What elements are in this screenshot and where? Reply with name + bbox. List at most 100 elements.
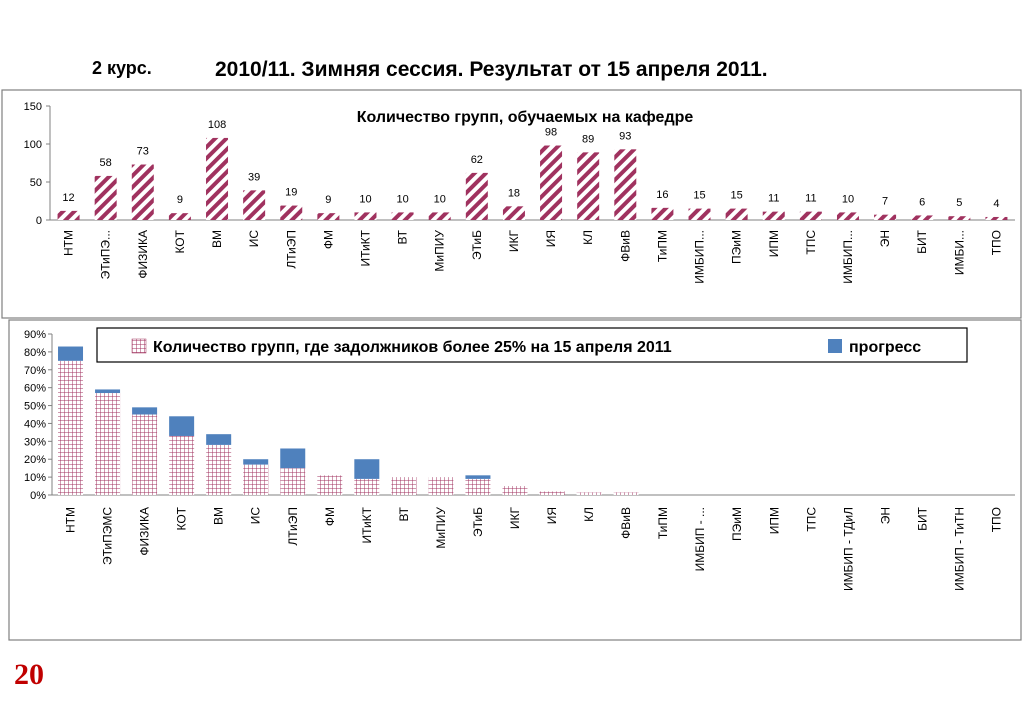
- chart2-bar-progress: [354, 459, 380, 479]
- chart2-category-label: ИТиКТ: [360, 506, 374, 543]
- chart1-category-label: ФИЗИКА: [136, 230, 150, 279]
- chart2-bar-debtors: [354, 478, 380, 495]
- chart2-y-tick-label: 70%: [24, 365, 46, 377]
- chart1-category-label: ЭТиПЭ...: [99, 230, 113, 279]
- chart2-bar-progress: [243, 459, 269, 465]
- chart2-category-label: КОТ: [175, 506, 189, 530]
- page-number: 20: [14, 658, 44, 691]
- chart1-category-label: КОТ: [173, 229, 187, 253]
- chart1-bar: [94, 175, 117, 220]
- chart1-category-label: ИЯ: [544, 230, 558, 247]
- chart2-category-label: ИС: [249, 507, 263, 525]
- course-label: 2 курс.: [92, 58, 152, 78]
- chart1-category-label: ИПМ: [767, 230, 781, 257]
- chart1-bar: [354, 212, 377, 220]
- chart1-category-label: ПЭиМ: [730, 230, 744, 264]
- chart1-data-label: 10: [359, 193, 371, 205]
- chart1-data-label: 10: [842, 193, 854, 205]
- chart2-y-tick-label: 60%: [24, 383, 46, 395]
- chart2-bar-debtors: [243, 464, 269, 495]
- chart2-bar-debtors: [576, 492, 602, 495]
- chart2-category-label: НТМ: [64, 507, 78, 533]
- chart1-category-label: ИС: [247, 230, 261, 248]
- chart1-data-label: 108: [208, 119, 226, 131]
- chart2-category-label: ФИЗИКА: [138, 507, 152, 556]
- chart1-data-label: 15: [731, 190, 743, 202]
- legend-label-debtors: Количество групп, где задолжников более …: [153, 339, 672, 356]
- chart2-bar-debtors: [95, 393, 121, 495]
- legend-box: [96, 327, 968, 363]
- legend-swatch-debtors: [131, 338, 147, 354]
- chart1-category-label: ИМБИ...: [952, 230, 966, 275]
- chart2-category-label: ВМ: [212, 507, 226, 525]
- chart1-bar: [428, 212, 451, 220]
- chart2: 0% 10% 20% 30% 40% 50% 60% 70% 80% 90% НТМ ЭТиПЭМС Ф…: [24, 327, 1015, 591]
- chart2-bar-debtors: [280, 468, 306, 495]
- chart1-bar: [874, 214, 897, 220]
- chart2-category-label: ЭТиБ: [471, 507, 485, 537]
- chart1-category-label: НТМ: [62, 230, 76, 256]
- chart2-category-label: ВТ: [397, 506, 411, 521]
- chart1-bar: [465, 172, 488, 220]
- chart1-category-label: ЛТиЭП: [284, 230, 298, 269]
- chart1-bar: [985, 216, 1008, 220]
- chart1-bar: [725, 208, 748, 220]
- chart1-bar: [799, 211, 822, 220]
- chart1-data-label: 12: [62, 192, 74, 204]
- chart1-category-label: ТПС: [804, 230, 818, 255]
- chart2-bar-progress: [132, 407, 158, 415]
- chart1-category-label: ТПО: [989, 230, 1003, 255]
- chart2-bar-progress: [169, 416, 195, 436]
- chart1-data-label: 98: [545, 127, 557, 139]
- chart2-bar-debtors: [317, 475, 343, 495]
- chart2-category-label: МиПИУ: [434, 507, 448, 549]
- chart2-y-tick-label: 0%: [30, 490, 46, 502]
- chart1-data-label: 16: [656, 189, 668, 201]
- chart1-bar: [131, 164, 154, 220]
- chart1-data-label: 10: [396, 193, 408, 205]
- chart2-bar-debtors: [132, 414, 158, 495]
- chart2-category-label: ТПО: [989, 507, 1003, 532]
- chart1-data-label: 10: [434, 193, 446, 205]
- chart1-category-label: ФМ: [321, 230, 335, 249]
- chart2-category-label: ПЭиМ: [730, 507, 744, 541]
- chart2-bar-debtors: [465, 478, 491, 495]
- chart1-bar: [168, 213, 191, 220]
- chart1-bar: [836, 212, 859, 220]
- chart1-data-label: 9: [177, 194, 183, 206]
- chart1-data-label: 62: [471, 154, 483, 166]
- chart1-data-label: 5: [956, 197, 962, 209]
- chart2-bar-debtors: [391, 477, 417, 495]
- chart1-data-label: 9: [325, 194, 331, 206]
- chart1-category-label: КЛ: [581, 230, 595, 245]
- chart2-y-tick-label: 20%: [24, 454, 46, 466]
- chart1-data-label: 4: [993, 198, 999, 210]
- chart2-bar-debtors: [613, 492, 639, 495]
- chart1-data-label: 58: [100, 157, 112, 169]
- chart1-bar: [911, 215, 934, 220]
- chart2-category-label: ФМ: [323, 507, 337, 526]
- chart1-category-label: ИКГ: [507, 230, 521, 253]
- chart1-bar: [577, 152, 600, 220]
- page-title: 2010/11. Зимняя сессия. Результат от 15 …: [215, 58, 768, 81]
- chart1-category-label: ИМБИП...: [841, 230, 855, 284]
- chart2-category-label: ИКГ: [508, 507, 522, 530]
- chart1-data-label: 6: [919, 196, 925, 208]
- chart2-bar-progress: [206, 434, 232, 445]
- chart2-category-label: ФВиВ: [619, 507, 633, 539]
- chart2-bar-progress: [58, 346, 84, 361]
- chart1-category-label: ЭТиБ: [470, 230, 484, 260]
- chart2-category-label: ИМБИП - ...: [693, 507, 707, 571]
- chart1-y-tick-label: 150: [24, 101, 42, 113]
- chart1-bar: [948, 216, 971, 220]
- chart1-y-tick-label: 100: [24, 139, 42, 151]
- chart1-bar: [391, 212, 414, 220]
- chart1-data-label: 7: [882, 196, 888, 208]
- chart2-bar-progress: [465, 475, 491, 479]
- chart1-category-label: БИТ: [915, 229, 929, 254]
- chart1-data-label: 19: [285, 187, 297, 199]
- chart2-y-tick-label: 30%: [24, 436, 46, 448]
- chart1-category-label: ФВиВ: [618, 230, 632, 262]
- chart1-bar: [540, 145, 563, 220]
- chart1-frame: [1, 89, 1022, 319]
